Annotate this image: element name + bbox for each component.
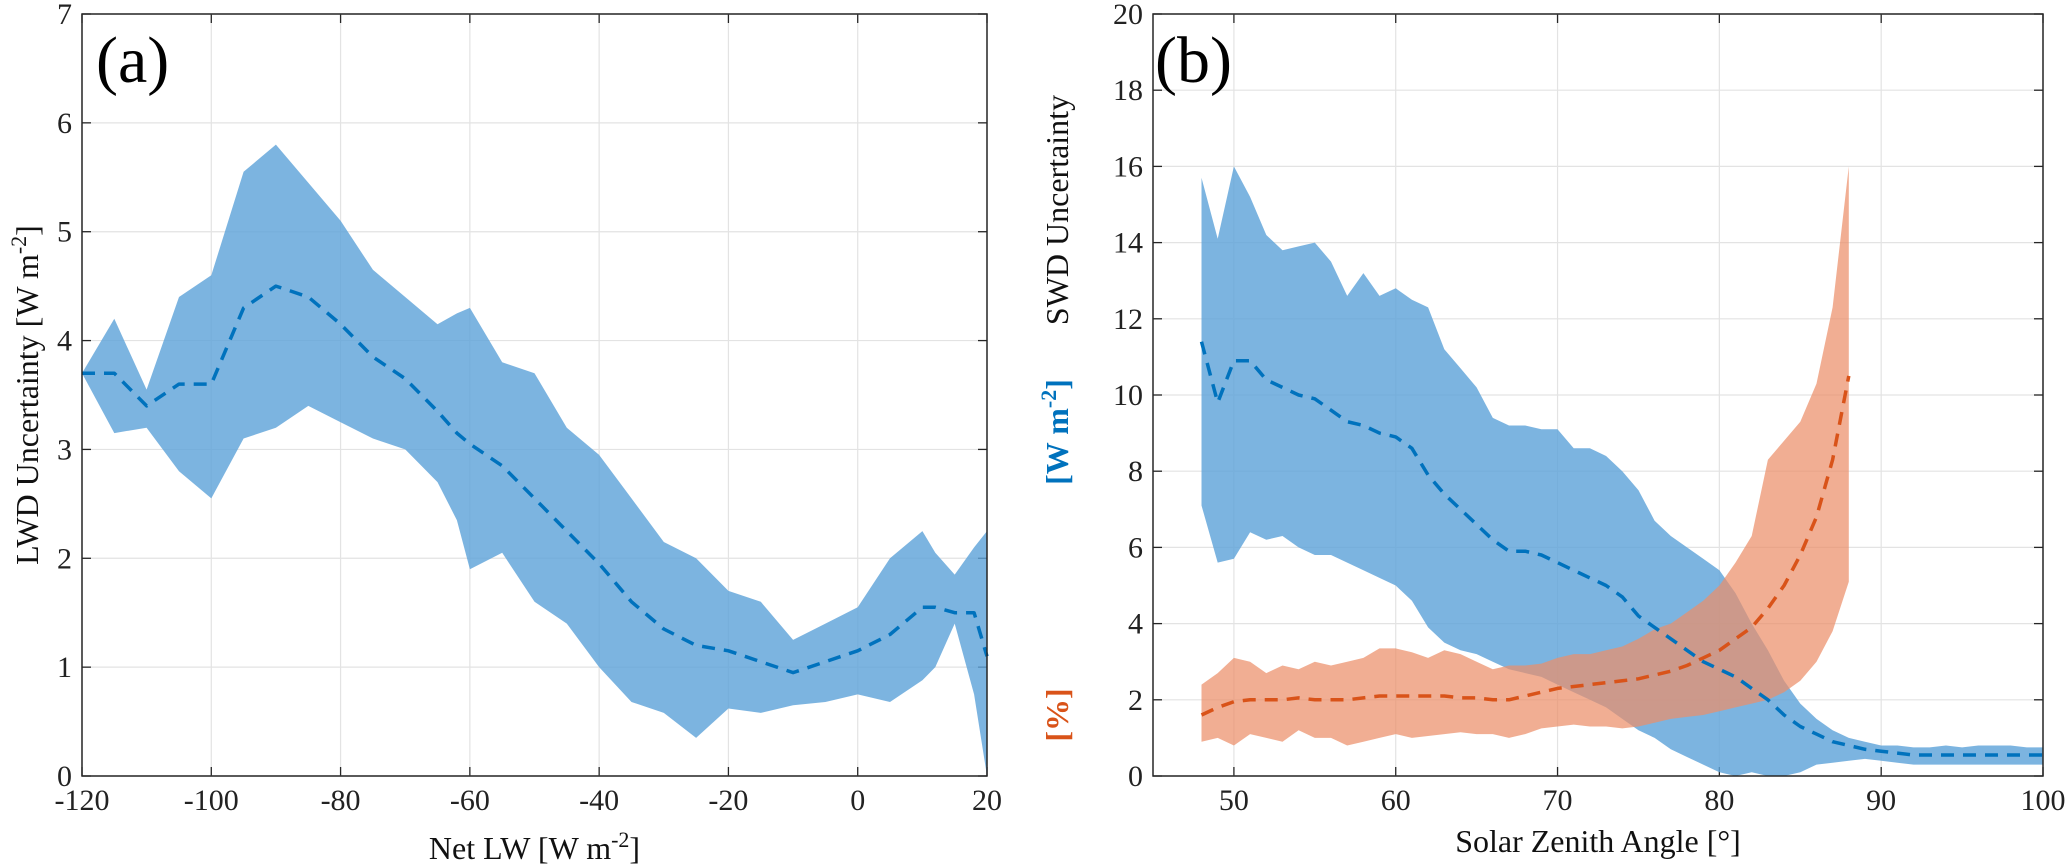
uncertainty-band-1 (1201, 166, 2043, 776)
y-tick-label: 10 (1113, 379, 1143, 412)
panel-a-chart: -120 -100 -80 -60 -40 -20 0 20 0 1 2 3 4 5 6 7 (a) Net… (6, 0, 1003, 866)
uncertainty-band-2 (1201, 166, 1849, 746)
panel-b-letter: (b) (1155, 24, 1232, 97)
panel-a-letter: (a) (96, 24, 169, 97)
x-tick-label: 90 (1866, 784, 1896, 817)
x-tick-label: -60 (450, 784, 490, 817)
panel-b-ylabel-wm: [W m-2] (1036, 379, 1076, 485)
x-tick-label: -20 (708, 784, 748, 817)
y-tick-label: 14 (1113, 227, 1143, 260)
panel-a-axes-box (81, 13, 988, 777)
y-tick-label: 0 (57, 760, 72, 793)
panel-b-ytick-labels: 0 2 4 6 8 10 12 14 16 18 20 (1113, 0, 1143, 793)
y-tick-label: 2 (57, 542, 72, 575)
x-tick-label: 60 (1381, 784, 1411, 817)
x-tick-label: -80 (321, 784, 361, 817)
y-tick-label: 1 (57, 651, 72, 684)
y-tick-label: 20 (1113, 0, 1143, 31)
y-tick-label: 18 (1113, 74, 1143, 107)
panel-b-axes-box (1152, 13, 2044, 777)
panel-a-xlabel: Net LW [W m-2] (429, 827, 640, 867)
y-tick-label: 5 (57, 216, 72, 249)
panel-a-ylabel: LWD Uncertainty [W m-2] (6, 225, 46, 565)
x-tick-label: 70 (1543, 784, 1573, 817)
x-tick-label: 0 (850, 784, 865, 817)
y-tick-label: 3 (57, 433, 72, 466)
mean-line-2 (1200, 375, 1851, 717)
y-tick-label: 0 (1128, 760, 1143, 793)
x-tick-label: -40 (579, 784, 619, 817)
x-tick-label: 50 (1219, 784, 1249, 817)
y-tick-label: 12 (1113, 303, 1143, 336)
y-tick-label: 2 (1128, 684, 1143, 717)
panel-a-series (82, 144, 989, 777)
y-tick-label: 6 (1128, 531, 1143, 564)
panel-b-xtick-labels: 50 60 70 80 90 100 (1219, 784, 2066, 817)
panel-b-xlabel: Solar Zenith Angle [°] (1455, 823, 1741, 859)
panel-a-ytick-labels: 0 1 2 3 4 5 6 7 (57, 0, 72, 793)
y-tick-label: 6 (57, 107, 72, 140)
panel-b-ylabel-pct: [%] (1039, 688, 1075, 741)
y-tick-label: 16 (1113, 150, 1143, 183)
y-tick-label: 8 (1128, 455, 1143, 488)
x-tick-label: -100 (184, 784, 239, 817)
mean-line-1 (1199, 341, 2043, 757)
panel-b-chart: 50 60 70 80 90 100 0 2 4 6 8 10 12 14 16 18 20 (b) Sola… (1036, 0, 2066, 859)
x-tick-label: 20 (972, 784, 1002, 817)
panel-b-series (1199, 166, 2043, 776)
panel-a-xtick-labels: -120 -100 -80 -60 -40 -20 0 20 (55, 784, 1003, 817)
x-tick-label: 80 (1704, 784, 1734, 817)
x-tick-label: -120 (55, 784, 110, 817)
x-tick-label: 100 (2021, 784, 2066, 817)
panel-b-ylabel-title: SWD Uncertainty (1039, 95, 1075, 325)
y-tick-label: 7 (57, 0, 72, 31)
y-tick-label: 4 (57, 325, 72, 358)
uncertainty-band-1 (82, 144, 987, 777)
y-tick-label: 4 (1128, 608, 1143, 641)
